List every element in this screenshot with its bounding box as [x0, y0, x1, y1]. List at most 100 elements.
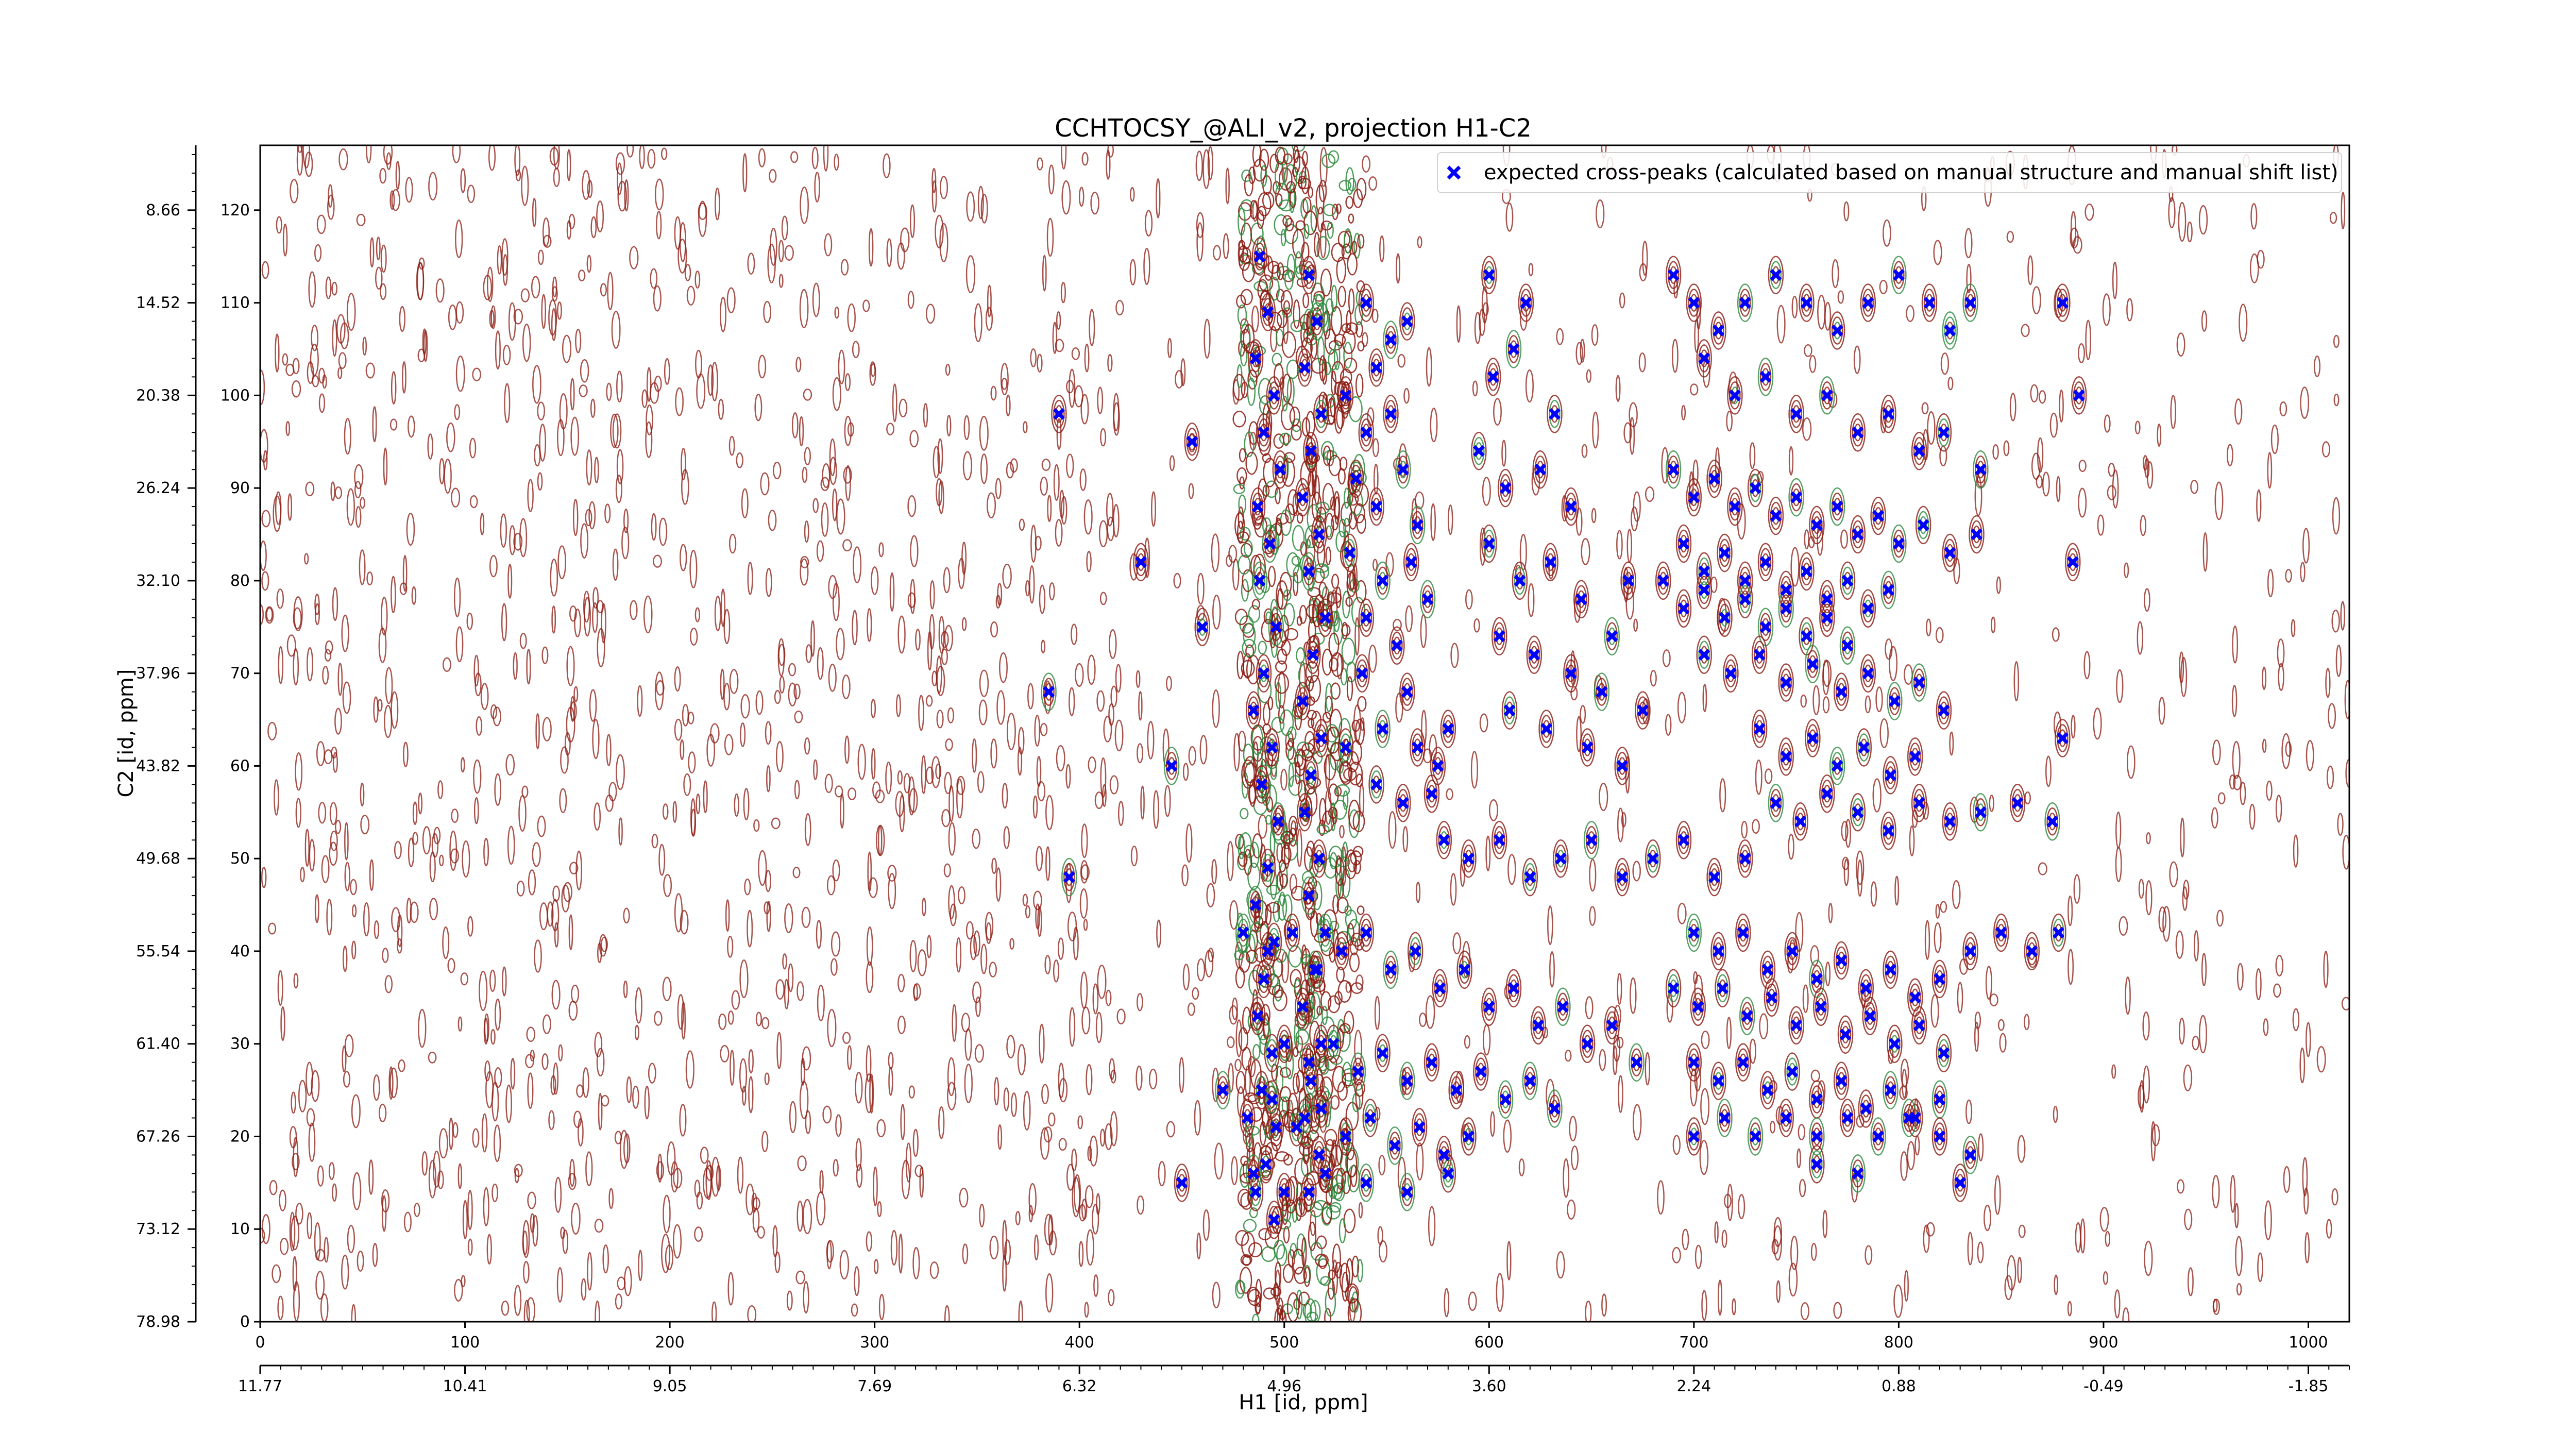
noise-contour — [886, 238, 892, 267]
peak-contour — [1368, 765, 1384, 804]
artifact-contour — [1329, 657, 1339, 672]
noise-contour — [2257, 1252, 2263, 1283]
noise-contour — [700, 1147, 709, 1164]
noise-contour — [601, 936, 608, 952]
noise-contour — [421, 1151, 428, 1176]
artifact-contour — [1279, 1067, 1291, 1078]
noise-contour — [888, 872, 896, 909]
noise-contour — [2075, 1222, 2081, 1253]
peak-contour — [1313, 395, 1329, 433]
cross-peak-marker — [1688, 926, 1700, 939]
cross-peak-marker — [1426, 1056, 1438, 1069]
artifact-contour — [1300, 999, 1316, 1025]
noise-contour — [1967, 1232, 1973, 1266]
peak-contour — [1872, 501, 1884, 530]
cross-peak-marker — [1344, 547, 1356, 559]
noise-contour — [836, 628, 845, 661]
noise-contour — [680, 909, 689, 935]
peak-contour — [1770, 789, 1782, 817]
noise-contour — [542, 1014, 551, 1034]
peak-contour — [1329, 1035, 1337, 1053]
noise-contour — [2021, 324, 2030, 338]
noise-contour — [1153, 790, 1159, 829]
cross-peak-marker — [1409, 945, 1421, 957]
cross-peak-marker — [1360, 1176, 1372, 1189]
peak-contour — [1301, 803, 1309, 821]
y-ppm-tick-label: 73.12 — [136, 1220, 180, 1238]
noise-contour — [724, 734, 734, 755]
noise-contour — [1094, 791, 1104, 810]
noise-contour — [1984, 1205, 1991, 1232]
peak-contour — [1362, 424, 1370, 442]
peak-contour — [1524, 863, 1536, 891]
noise-contour — [352, 1172, 362, 1210]
noise-contour — [553, 145, 560, 170]
noise-contour — [899, 398, 908, 417]
artifact-contour — [1282, 1263, 1294, 1283]
artifact-contour — [1321, 648, 1333, 676]
peak-contour — [1264, 858, 1272, 877]
noise-contour — [1657, 1180, 1665, 1215]
peak-contour — [1165, 752, 1178, 780]
noise-contour — [346, 488, 355, 526]
artifact-contour — [1339, 457, 1348, 471]
artifact-contour — [1281, 844, 1292, 865]
noise-contour — [373, 696, 379, 723]
noise-contour — [654, 178, 664, 211]
peak-contour — [1751, 635, 1768, 674]
cross-peak-marker — [1335, 945, 1348, 957]
peak-contour — [1797, 813, 1804, 831]
noise-contour — [1048, 164, 1055, 195]
cross-peak-marker — [1841, 639, 1854, 652]
noise-contour — [715, 187, 720, 221]
artifact-contour — [1295, 1198, 1308, 1217]
artifact-contour — [1233, 484, 1245, 494]
noise-contour — [917, 949, 927, 976]
noise-contour — [2306, 739, 2314, 771]
artifact-contour — [1284, 270, 1294, 290]
cross-peak-marker — [1514, 575, 1526, 587]
peak-contour — [1786, 1057, 1798, 1086]
cross-peak-marker — [1698, 584, 1710, 596]
noise-contour — [836, 498, 845, 535]
noise-contour — [739, 959, 749, 999]
noise-contour — [2212, 739, 2221, 766]
peak-contour — [1512, 561, 1528, 600]
peak-contour — [1268, 1206, 1280, 1234]
peak-contour — [1962, 1136, 1978, 1174]
noise-contour — [656, 680, 665, 696]
noise-contour — [629, 246, 639, 269]
peak-contour — [1829, 747, 1845, 785]
noise-contour — [1046, 217, 1054, 257]
artifact-contour — [1292, 1249, 1305, 1275]
noise-contour — [910, 535, 919, 567]
artifact-contour — [1329, 1202, 1342, 1213]
noise-contour — [428, 1051, 437, 1064]
artifact-contour — [1275, 146, 1286, 165]
noise-contour — [592, 602, 598, 633]
y-ppm-ticks: 78.9873.1267.2661.4055.5449.6843.8237.96… — [136, 201, 196, 1331]
artifact-contour — [1355, 373, 1364, 398]
noise-contour — [2097, 514, 2105, 536]
noise-contour — [476, 716, 483, 736]
noise-contour — [1616, 530, 1623, 560]
noise-contour — [804, 520, 809, 543]
noise-contour — [330, 481, 335, 501]
peak-contour — [1372, 359, 1380, 377]
noise-contour — [1192, 987, 1199, 1000]
noise-contour — [481, 1113, 488, 1153]
cross-peak-marker — [1903, 1112, 1915, 1124]
cross-peak-marker — [1974, 463, 1987, 476]
artifact-contour — [1338, 180, 1352, 191]
cross-peak-marker — [1364, 1112, 1377, 1124]
noise-contour — [866, 1231, 873, 1252]
peak-contour — [1817, 998, 1825, 1016]
noise-contour — [295, 1203, 303, 1225]
noise-contour — [450, 848, 459, 864]
cross-peak-marker — [1299, 806, 1311, 818]
noise-contour — [1018, 1300, 1023, 1322]
peak-contour — [1741, 849, 1749, 868]
peak-contour — [1317, 405, 1325, 423]
noise-contour — [531, 276, 540, 299]
noise-contour — [428, 1160, 436, 1199]
